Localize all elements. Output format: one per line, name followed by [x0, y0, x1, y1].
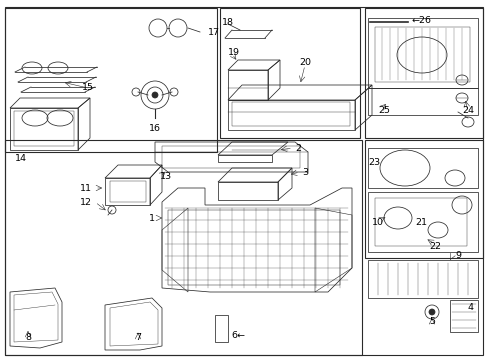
Text: 8: 8: [25, 333, 31, 342]
Text: 9: 9: [455, 252, 461, 261]
Bar: [365, 8, 483, 138]
Text: 15: 15: [82, 84, 94, 93]
Text: 23: 23: [368, 158, 380, 166]
Text: 18: 18: [222, 18, 234, 27]
Text: 24: 24: [462, 105, 474, 114]
Text: 11: 11: [80, 184, 92, 193]
Text: 10: 10: [372, 217, 384, 226]
Text: 5: 5: [429, 318, 435, 327]
Text: 13: 13: [160, 171, 172, 180]
Ellipse shape: [429, 309, 435, 315]
Text: 25: 25: [378, 105, 390, 114]
Text: 16: 16: [149, 123, 161, 132]
Text: 22: 22: [429, 242, 441, 251]
Bar: [220, 8, 360, 138]
Bar: [375, 198, 467, 246]
Bar: [375, 27, 470, 82]
Text: 17: 17: [208, 27, 220, 36]
Text: 20: 20: [299, 58, 311, 67]
Bar: [14, 111, 74, 146]
Bar: [5, 8, 217, 152]
Text: 21: 21: [415, 217, 427, 226]
Text: 2: 2: [295, 144, 301, 153]
Text: 3: 3: [302, 167, 308, 176]
Bar: [232, 102, 350, 126]
Text: 4: 4: [468, 303, 474, 312]
Text: 7: 7: [135, 333, 141, 342]
Bar: [365, 140, 483, 258]
Ellipse shape: [152, 92, 158, 98]
Text: 14: 14: [15, 153, 27, 162]
Bar: [162, 146, 300, 168]
Text: ←26: ←26: [412, 15, 432, 24]
Text: 12: 12: [80, 198, 92, 207]
Text: 6←: 6←: [231, 330, 245, 339]
Bar: [168, 210, 340, 285]
Bar: [5, 140, 362, 355]
Text: 1: 1: [149, 213, 155, 222]
Text: 19: 19: [228, 48, 240, 57]
Bar: [110, 181, 146, 202]
